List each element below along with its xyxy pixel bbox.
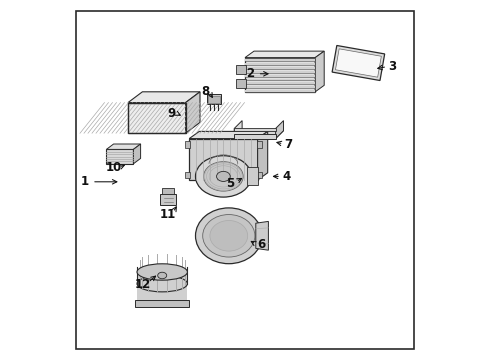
Ellipse shape [196,156,251,197]
Polygon shape [133,144,141,164]
Bar [189,139,258,180]
Ellipse shape [137,275,187,292]
Bar [245,71,315,73]
Bar [137,272,187,302]
Polygon shape [258,131,268,180]
Bar [245,67,315,69]
Bar [245,75,315,77]
Polygon shape [315,51,324,92]
Text: 6: 6 [257,238,265,251]
Bar [106,149,133,164]
Bar [245,90,315,92]
Polygon shape [336,49,381,77]
Polygon shape [332,45,385,81]
Text: 1: 1 [81,175,89,188]
Polygon shape [128,92,200,103]
Bar [257,141,262,148]
Bar [245,86,315,88]
Text: 12: 12 [134,278,150,291]
Text: 5: 5 [226,177,235,190]
Text: 3: 3 [389,60,397,73]
Bar [234,134,275,139]
Bar [257,172,262,178]
Bar [245,63,315,65]
Bar [245,58,315,92]
Polygon shape [245,51,324,58]
Ellipse shape [204,162,243,191]
Polygon shape [106,144,141,149]
Bar [234,128,275,131]
Text: 10: 10 [105,161,122,174]
Ellipse shape [137,264,187,280]
Bar [128,103,186,133]
Bar [207,94,221,104]
Text: 8: 8 [201,85,210,98]
Ellipse shape [196,208,262,264]
Text: 4: 4 [282,170,291,183]
Text: 11: 11 [159,208,176,221]
Bar [135,300,189,307]
Bar [236,79,245,88]
Polygon shape [234,131,284,139]
Bar [245,59,315,62]
Polygon shape [275,121,284,139]
Text: 9: 9 [167,107,175,120]
Polygon shape [234,121,242,139]
Bar [245,78,315,80]
Bar [247,167,258,185]
Text: 7: 7 [284,138,292,150]
Polygon shape [189,131,268,139]
Bar [208,96,220,103]
Polygon shape [186,92,200,133]
Bar [245,82,315,84]
Bar [162,188,174,194]
Text: 2: 2 [246,67,254,80]
Ellipse shape [210,220,248,251]
Ellipse shape [203,215,255,257]
Ellipse shape [158,272,167,279]
Bar [128,103,186,133]
Polygon shape [256,221,269,250]
Ellipse shape [217,171,230,181]
Bar [185,141,190,148]
Bar [160,194,175,205]
Bar [185,172,190,178]
Bar [236,65,245,74]
